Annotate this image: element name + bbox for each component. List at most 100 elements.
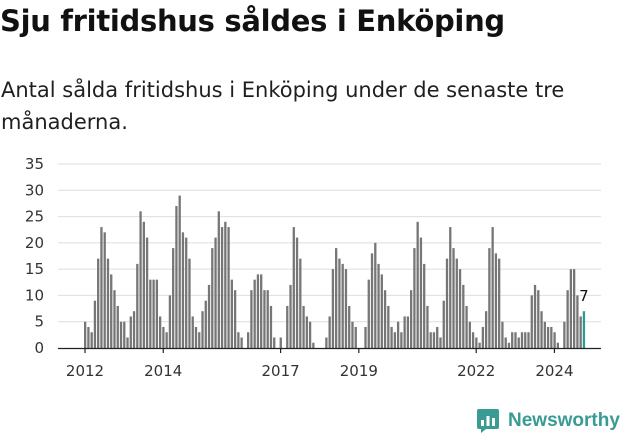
bar <box>471 332 475 348</box>
y-tick-label: 0 <box>34 339 44 357</box>
bar <box>439 337 442 348</box>
bar <box>230 279 233 348</box>
bar <box>247 332 250 348</box>
newsworthy-logo-icon <box>477 409 499 433</box>
bar <box>227 227 230 348</box>
gridlines <box>58 163 601 323</box>
bar <box>204 300 207 348</box>
bar <box>328 316 331 348</box>
y-tick-label: 25 <box>25 208 44 226</box>
bar <box>348 305 351 348</box>
bar <box>158 316 162 348</box>
bar <box>224 221 227 348</box>
bar <box>335 248 338 348</box>
bar <box>162 326 165 348</box>
y-tick-label: 35 <box>25 155 44 173</box>
bar <box>400 332 403 348</box>
bar <box>136 263 139 348</box>
bar <box>110 274 113 348</box>
bar <box>126 337 129 348</box>
bar <box>201 311 204 348</box>
bar <box>573 269 576 348</box>
bar <box>566 290 569 348</box>
brand-name: Newsworthy <box>508 410 620 431</box>
bar <box>383 290 387 348</box>
y-tick-label: 15 <box>25 260 44 278</box>
brand[interactable]: Newsworthy <box>476 408 620 434</box>
y-tick-label: 20 <box>25 234 44 252</box>
bar <box>364 326 367 348</box>
bar <box>308 321 312 348</box>
bar <box>152 279 155 348</box>
bar <box>172 248 175 348</box>
bar <box>237 332 240 348</box>
bar <box>468 321 471 348</box>
bar <box>370 253 374 348</box>
bar <box>517 337 520 348</box>
bar <box>266 290 269 348</box>
bar <box>295 237 299 348</box>
bar <box>185 237 188 348</box>
bar <box>416 221 419 348</box>
bar <box>458 269 462 348</box>
bar <box>178 195 181 348</box>
bar <box>194 326 198 348</box>
bar <box>540 311 543 348</box>
bar <box>116 305 119 348</box>
bar <box>217 211 220 348</box>
bar <box>423 263 426 348</box>
x-axis-labels: 2012 2014 2017 2019 2022 2024 <box>66 362 574 380</box>
bar <box>354 326 357 348</box>
x-tick-label: 2014 <box>144 362 182 380</box>
y-tick-label: 5 <box>34 313 44 331</box>
bar <box>387 305 390 348</box>
x-tick-label: 2017 <box>262 362 300 380</box>
bar <box>113 290 116 348</box>
bar <box>341 263 344 348</box>
bar <box>168 295 172 348</box>
bar <box>533 284 537 348</box>
bar <box>530 295 533 348</box>
bar <box>129 316 132 348</box>
bar <box>426 305 429 348</box>
bar <box>432 332 436 348</box>
bar <box>579 316 582 348</box>
bar <box>220 227 224 348</box>
bar <box>576 295 579 348</box>
bar <box>410 290 413 348</box>
bar <box>289 284 292 348</box>
bar <box>524 332 527 348</box>
bar <box>253 279 256 348</box>
bar <box>546 326 550 348</box>
bar <box>100 227 103 348</box>
bar <box>279 337 282 348</box>
bar <box>123 321 126 348</box>
bar <box>331 269 335 348</box>
bar <box>302 305 305 348</box>
y-tick-label: 30 <box>25 181 44 199</box>
bar <box>132 311 136 348</box>
x-tick-label: 2024 <box>535 362 573 380</box>
bar <box>84 321 87 348</box>
bar <box>374 242 377 348</box>
bar <box>445 258 449 348</box>
bar <box>256 274 260 348</box>
bar <box>344 269 348 348</box>
annotations: 7 <box>579 287 589 305</box>
bar <box>149 279 152 348</box>
bar <box>406 316 410 348</box>
bar <box>260 274 263 348</box>
bar <box>351 321 354 348</box>
bar <box>380 274 383 348</box>
bar <box>484 311 488 348</box>
y-axis-labels: 0 5 10 15 20 25 30 35 <box>25 155 44 357</box>
bar <box>240 337 243 348</box>
bar <box>188 258 191 348</box>
bar <box>142 221 145 348</box>
bar <box>478 342 481 348</box>
x-axis <box>58 347 601 353</box>
bar <box>139 211 142 348</box>
bar <box>214 237 217 348</box>
bar <box>273 337 276 348</box>
